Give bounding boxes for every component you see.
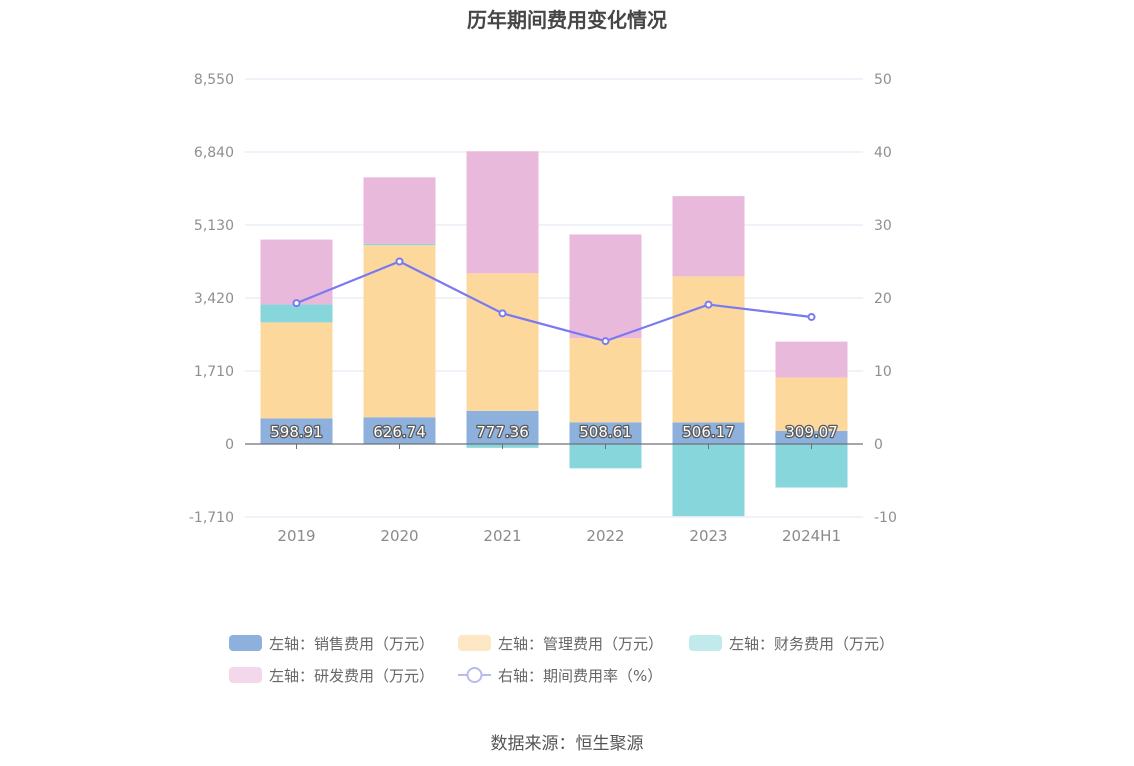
legend-sales-swatch [229,635,262,651]
legend-admin-label: 左轴：管理费用（万元） [498,635,663,653]
left-axis-tick: 5,130 [194,218,234,234]
right-axis-tick: 20 [874,291,892,307]
sales-bar [260,418,333,444]
sales-bar [569,422,642,444]
rate-point [292,299,301,308]
x-axis-tick: 2023 [689,527,727,545]
right-axis-tick: 30 [874,218,892,234]
sales-data-label: 506.17 [682,423,735,441]
x-axis-tick: 2019 [277,527,315,545]
rate-point [498,309,507,318]
legend: 左轴：销售费用（万元） 左轴：管理费用（万元） 左轴：财务费用（万元） 左轴：研发费用… [229,635,894,685]
sales-data-label: 598.91 [270,423,323,441]
axes: 8,550 50 6,840 40 5,130 30 3,420 20 1,710 10 0 0 -1,… [189,72,897,545]
grid-lines [245,78,863,518]
x-axis-tick: 2024H1 [782,527,841,545]
rate-line [292,257,816,346]
x-axis-tick: 2020 [380,527,418,545]
left-axis-tick: 8,550 [194,72,234,88]
finance-bar [672,444,745,517]
right-axis-tick: 40 [874,145,892,161]
rate-line-path [296,260,812,343]
finance-bar [775,444,848,488]
admin-bar [466,273,539,411]
rnd-bar [569,234,642,339]
finance-bar [363,243,436,246]
rate-point [395,257,404,266]
right-axis-tick: 50 [874,72,892,88]
rnd-bar [466,151,539,274]
rate-point [601,337,610,346]
sales-data-label: 626.74 [373,423,426,441]
x-axis-tick: 2022 [586,527,624,545]
chart-title: 历年期间费用变化情况 [467,8,667,32]
legend-finance-swatch [689,635,722,651]
right-axis-tick: -10 [874,510,897,526]
data-source: 数据来源：恒生聚源 [490,734,644,754]
sales-data-label: 309.07 [785,423,838,441]
sales-bar [363,417,436,444]
sales-bar [775,430,848,444]
data-labels: 598.91 626.74 777.36 508.61 506.17 309.07 [269,422,839,443]
left-axis-tick: 1,710 [194,364,234,380]
rnd-bar [672,196,745,277]
admin-bar [775,377,848,431]
rnd-bar [775,341,848,378]
x-axis-tick: 2021 [483,527,521,545]
admin-bar [672,276,745,423]
legend-sales-label: 左轴：销售费用（万元） [269,635,434,653]
rnd-bar [363,177,436,244]
legend-rate-label: 右轴：期间费用率（%） [498,667,662,685]
right-axis-tick: 10 [874,364,892,380]
rnd-bar [260,239,333,305]
sales-bar [672,422,745,444]
finance-bar [260,304,333,323]
legend-rnd-label: 左轴：研发费用（万元） [269,667,434,685]
left-axis-tick: 3,420 [194,291,234,307]
legend-finance-label: 左轴：财务费用（万元） [729,635,894,653]
rate-point [704,300,713,309]
left-axis-tick: 0 [225,437,234,453]
admin-bar [569,338,642,423]
left-axis-tick: 6,840 [194,145,234,161]
sales-data-label: 777.36 [476,423,529,441]
admin-bar [260,322,333,419]
bars [260,151,848,517]
left-axis-tick: -1,710 [189,510,234,526]
legend-rnd-swatch [229,667,262,683]
sales-data-label: 508.61 [579,423,632,441]
sales-bar [466,410,539,444]
right-axis-tick: 0 [874,437,883,453]
rate-point [807,312,816,321]
legend-rate-marker [466,667,483,683]
legend-admin-swatch [458,635,491,651]
